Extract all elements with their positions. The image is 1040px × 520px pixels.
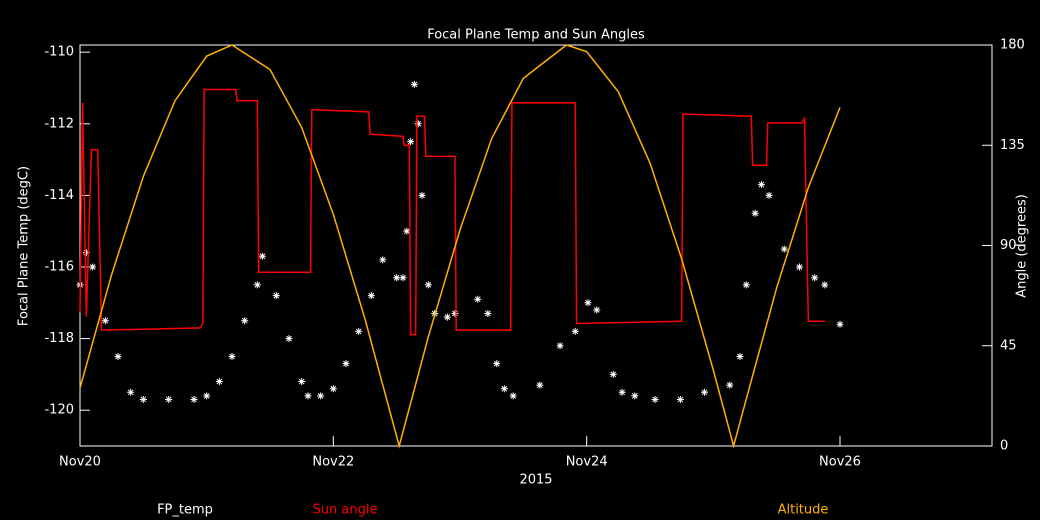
y2-tick-label: 45 — [1000, 338, 1017, 353]
data-point — [403, 227, 411, 235]
data-point — [736, 352, 744, 360]
data-point — [484, 310, 492, 318]
x-tick-label: Nov26 — [819, 455, 861, 470]
data-point — [651, 395, 659, 403]
data-point — [584, 299, 592, 307]
data-point — [424, 281, 432, 289]
data-point — [631, 392, 639, 400]
data-point — [493, 360, 501, 368]
data-point — [443, 313, 451, 321]
x-tick-label: Nov22 — [312, 455, 354, 470]
data-point — [500, 385, 508, 393]
y2-tick-label: 180 — [1000, 38, 1025, 53]
data-point — [609, 370, 617, 378]
data-point — [329, 385, 337, 393]
plot-frame — [79, 44, 993, 447]
data-point — [765, 191, 773, 199]
data-point — [298, 378, 306, 386]
data-point — [258, 252, 266, 260]
data-point — [317, 392, 325, 400]
y-tick-label: -116 — [44, 259, 74, 274]
data-point — [811, 274, 819, 282]
data-point — [215, 378, 223, 386]
data-point — [285, 335, 293, 343]
data-point — [139, 395, 147, 403]
y2-axis-label: Angle (degrees) — [1015, 194, 1030, 298]
data-point — [726, 381, 734, 389]
data-point — [451, 310, 459, 318]
y2-tick-label: 90 — [1000, 238, 1017, 253]
data-point — [795, 263, 803, 271]
data-point — [742, 281, 750, 289]
y-tick-label: -114 — [44, 188, 74, 203]
data-point — [593, 306, 601, 314]
data-point — [241, 317, 249, 325]
data-point — [780, 245, 788, 253]
y-tick-label: -110 — [44, 45, 74, 60]
chart-title: Focal Plane Temp and Sun Angles — [427, 28, 645, 43]
data-point — [474, 295, 482, 303]
x-tick-label: Nov20 — [59, 455, 101, 470]
data-point — [272, 292, 280, 300]
legend-label: Sun angle — [313, 503, 378, 518]
data-point — [203, 392, 211, 400]
data-point — [228, 352, 236, 360]
y-tick-label: -118 — [44, 331, 74, 346]
data-point — [253, 281, 261, 289]
data-point — [509, 392, 517, 400]
data-point — [101, 317, 109, 325]
data-point — [114, 352, 122, 360]
data-point — [127, 388, 135, 396]
data-point — [571, 327, 579, 335]
data-point — [342, 360, 350, 368]
data-point — [355, 327, 363, 335]
data-point — [399, 274, 407, 282]
data-point — [165, 395, 173, 403]
data-point — [618, 388, 626, 396]
x-tick-label: Nov24 — [566, 455, 608, 470]
data-point — [410, 80, 418, 88]
data-point — [700, 388, 708, 396]
y-tick-label: -120 — [44, 403, 74, 418]
series-line — [79, 44, 841, 449]
data-point — [676, 395, 684, 403]
data-point — [367, 292, 375, 300]
data-point — [407, 138, 415, 146]
legend-label: FP_temp — [157, 503, 213, 518]
data-point — [751, 209, 759, 217]
y-axis-label: Focal Plane Temp (degC) — [17, 166, 32, 326]
data-point — [536, 381, 544, 389]
x-axis-label: 2015 — [519, 473, 552, 488]
data-point — [414, 120, 422, 128]
data-point — [190, 395, 198, 403]
y2-tick-label: 135 — [1000, 138, 1025, 153]
legend-label: Altitude — [778, 503, 829, 518]
data-point — [821, 281, 829, 289]
series-line — [79, 88, 825, 336]
data-point — [393, 274, 401, 282]
data-point — [418, 191, 426, 199]
data-point — [89, 263, 97, 271]
data-point — [556, 342, 564, 350]
data-point — [757, 181, 765, 189]
data-point — [304, 392, 312, 400]
data-point — [379, 256, 387, 264]
y-tick-label: -112 — [44, 116, 74, 131]
data-point — [836, 320, 844, 328]
data-point — [82, 249, 90, 257]
y2-tick-label: 0 — [1000, 439, 1008, 454]
